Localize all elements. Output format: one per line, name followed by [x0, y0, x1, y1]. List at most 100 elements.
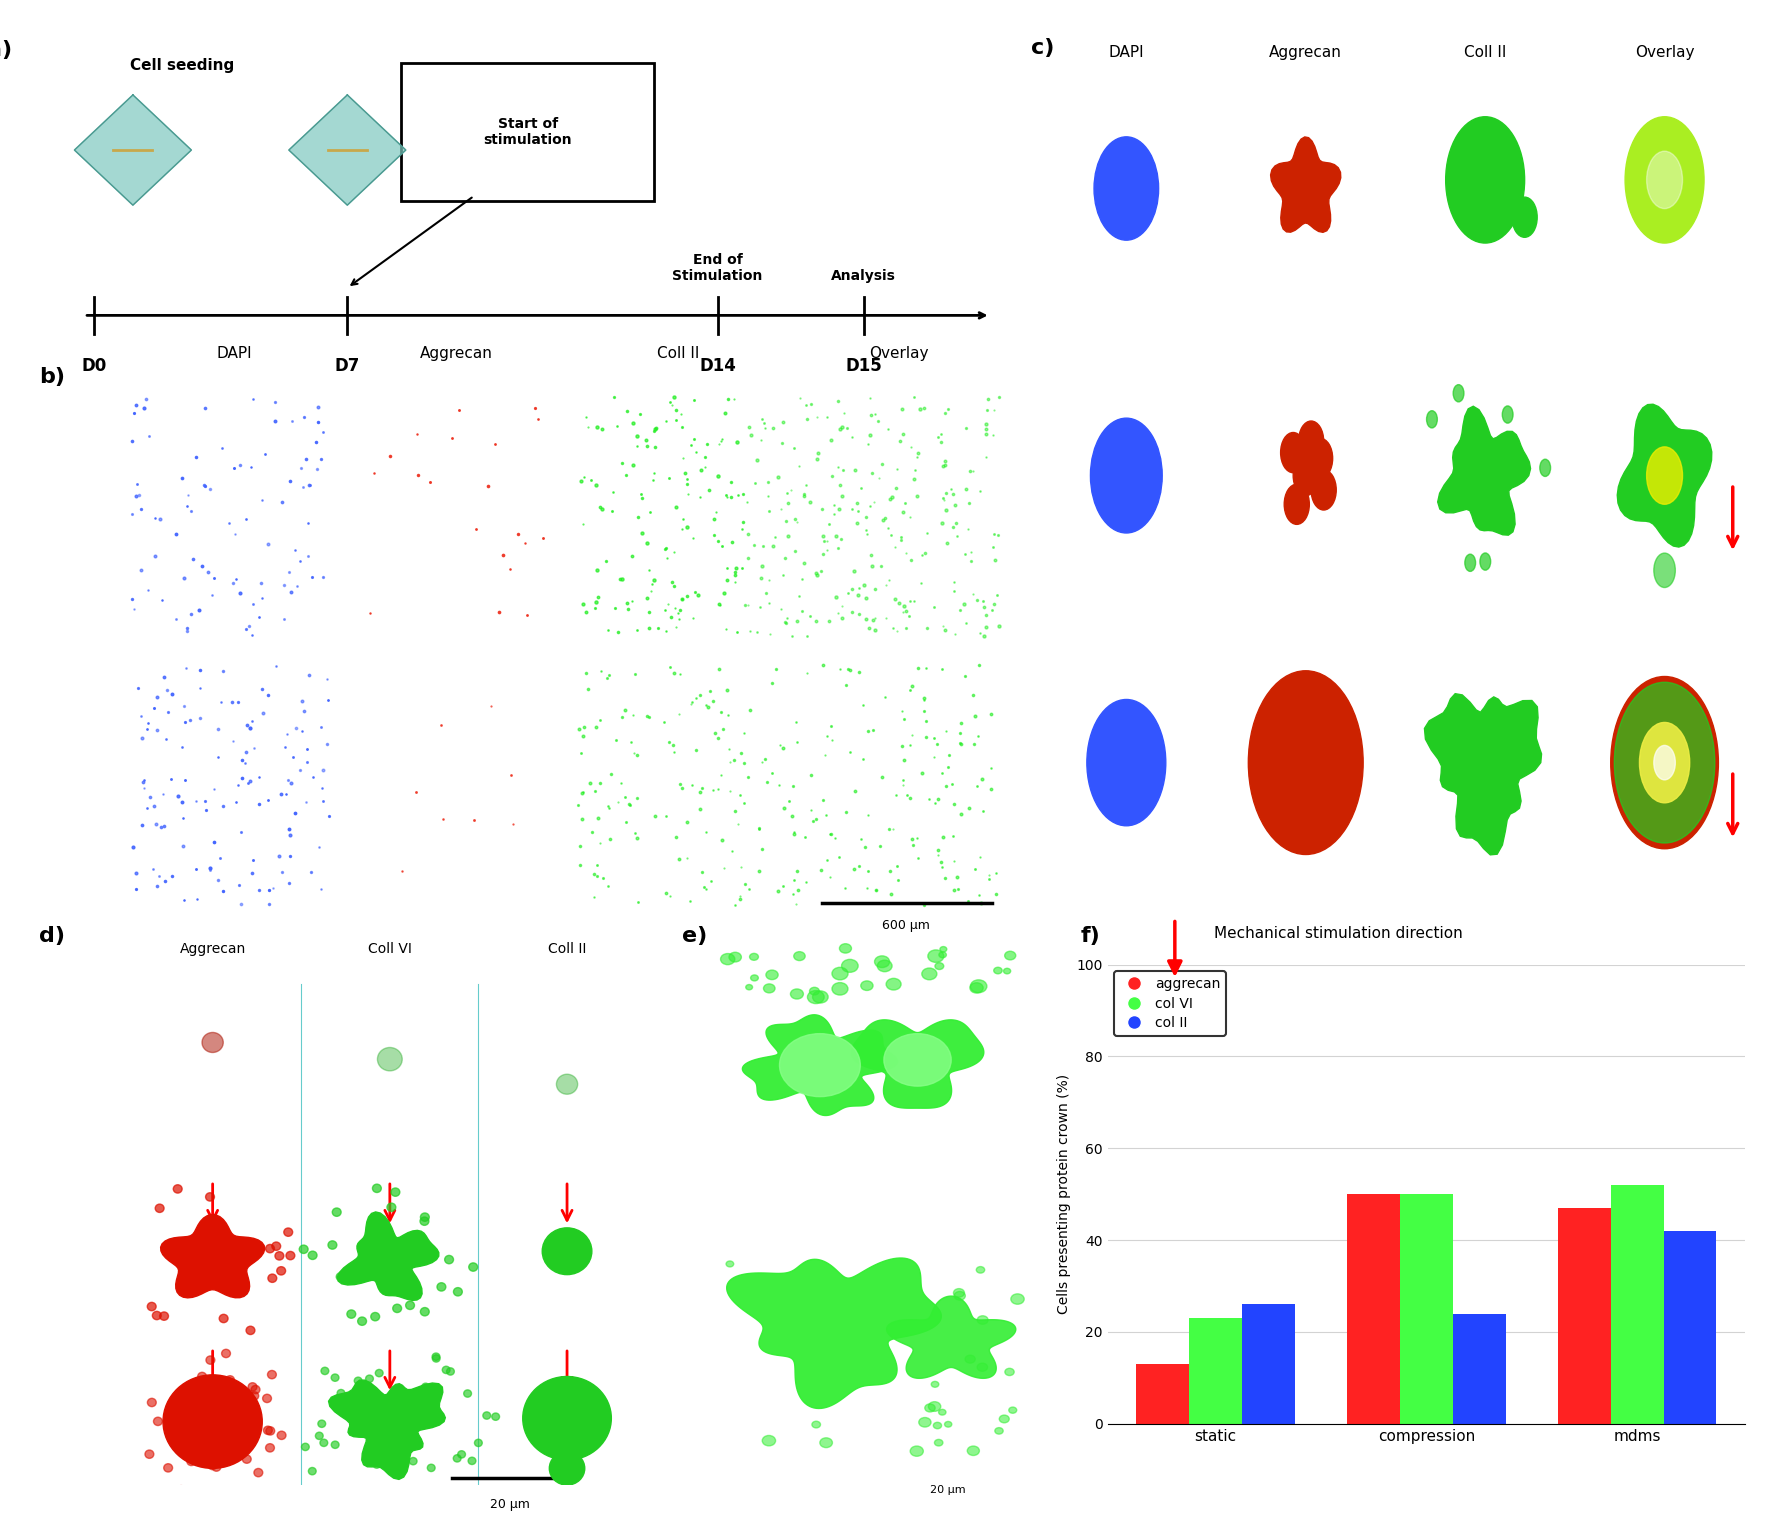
Circle shape: [721, 954, 735, 965]
Circle shape: [523, 1376, 611, 1461]
Circle shape: [393, 1304, 402, 1312]
Bar: [1136, 1364, 1189, 1424]
Circle shape: [820, 1438, 833, 1448]
Bar: [1611, 1185, 1664, 1424]
Circle shape: [750, 954, 758, 960]
Circle shape: [420, 1307, 429, 1315]
Text: Analysis: Analysis: [831, 269, 897, 283]
Circle shape: [1611, 677, 1719, 848]
Text: a): a): [0, 40, 12, 60]
Circle shape: [333, 1208, 342, 1216]
Circle shape: [377, 1047, 402, 1070]
Text: Coll II: Coll II: [657, 346, 698, 361]
Circle shape: [147, 1398, 156, 1407]
Circle shape: [877, 960, 891, 972]
Text: d): d): [39, 926, 66, 946]
Text: Coll II: Coll II: [548, 942, 587, 957]
Polygon shape: [1271, 136, 1341, 233]
Circle shape: [222, 1349, 230, 1358]
Circle shape: [921, 968, 937, 980]
Circle shape: [147, 1303, 156, 1311]
Circle shape: [443, 1366, 450, 1373]
Text: Static: Static: [96, 1024, 110, 1061]
Circle shape: [884, 1033, 952, 1085]
Circle shape: [932, 1381, 939, 1387]
Circle shape: [999, 1415, 1010, 1422]
Circle shape: [337, 1390, 346, 1396]
Text: b): b): [39, 367, 66, 387]
Circle shape: [934, 1422, 941, 1428]
Bar: [1453, 1314, 1506, 1424]
Text: 600 μm: 600 μm: [882, 919, 930, 931]
Circle shape: [840, 943, 852, 954]
Circle shape: [321, 1439, 328, 1447]
Circle shape: [1480, 553, 1490, 570]
Circle shape: [939, 1410, 946, 1415]
Text: Aggrecan: Aggrecan: [179, 942, 246, 957]
Circle shape: [268, 1370, 276, 1379]
Circle shape: [925, 1404, 936, 1412]
Text: Compression: Compression: [1003, 435, 1015, 516]
Circle shape: [376, 1459, 383, 1467]
Circle shape: [220, 1314, 229, 1323]
Circle shape: [174, 1185, 183, 1193]
Circle shape: [542, 1228, 592, 1275]
Circle shape: [207, 1461, 216, 1470]
Circle shape: [936, 963, 944, 969]
Circle shape: [810, 987, 819, 995]
Circle shape: [994, 1427, 1003, 1435]
Y-axis label: Cells presenting protein crown (%): Cells presenting protein crown (%): [1056, 1075, 1070, 1314]
Circle shape: [420, 1213, 429, 1222]
Bar: [1400, 1194, 1453, 1424]
Text: 20 μm: 20 μm: [491, 1499, 530, 1511]
Text: e): e): [682, 926, 707, 946]
Circle shape: [939, 952, 946, 958]
Circle shape: [250, 1392, 259, 1399]
Text: Overlay: Overlay: [870, 346, 929, 361]
Circle shape: [764, 984, 774, 994]
Text: 20 μm: 20 μm: [930, 1485, 966, 1496]
Polygon shape: [851, 1020, 983, 1108]
Circle shape: [198, 1379, 207, 1387]
Text: Mechanical stimulation direction: Mechanical stimulation direction: [1214, 926, 1462, 942]
Circle shape: [308, 1468, 315, 1474]
Circle shape: [432, 1353, 439, 1361]
Circle shape: [1294, 456, 1318, 496]
Circle shape: [549, 1451, 585, 1485]
Circle shape: [299, 1245, 308, 1254]
Circle shape: [392, 1188, 400, 1196]
Polygon shape: [727, 1258, 941, 1409]
Circle shape: [1090, 418, 1162, 533]
Circle shape: [969, 983, 983, 994]
Circle shape: [1625, 116, 1705, 243]
Circle shape: [971, 980, 987, 992]
Circle shape: [1093, 136, 1159, 240]
Circle shape: [751, 975, 758, 981]
Circle shape: [213, 1464, 222, 1471]
Text: Mdms: Mdms: [96, 1358, 110, 1395]
Circle shape: [253, 1468, 262, 1477]
Text: DAPI: DAPI: [1109, 44, 1145, 60]
Polygon shape: [1618, 404, 1712, 547]
Text: Overlay: Overlay: [1636, 44, 1694, 60]
Circle shape: [812, 1421, 820, 1428]
Circle shape: [152, 1312, 161, 1320]
Circle shape: [276, 1266, 285, 1275]
Circle shape: [372, 1183, 381, 1193]
Circle shape: [939, 946, 946, 952]
Circle shape: [266, 1427, 275, 1435]
Circle shape: [370, 1312, 379, 1321]
Circle shape: [861, 981, 874, 991]
Circle shape: [275, 1252, 284, 1260]
Circle shape: [886, 978, 902, 991]
Circle shape: [994, 968, 1003, 974]
Text: Coll II: Coll II: [1464, 44, 1506, 60]
Circle shape: [746, 984, 753, 991]
Bar: [1242, 1304, 1295, 1424]
Circle shape: [1614, 683, 1715, 844]
Circle shape: [1010, 1294, 1024, 1304]
Circle shape: [1281, 433, 1306, 473]
Circle shape: [347, 1311, 356, 1318]
Circle shape: [929, 1402, 941, 1412]
Polygon shape: [328, 1379, 445, 1479]
